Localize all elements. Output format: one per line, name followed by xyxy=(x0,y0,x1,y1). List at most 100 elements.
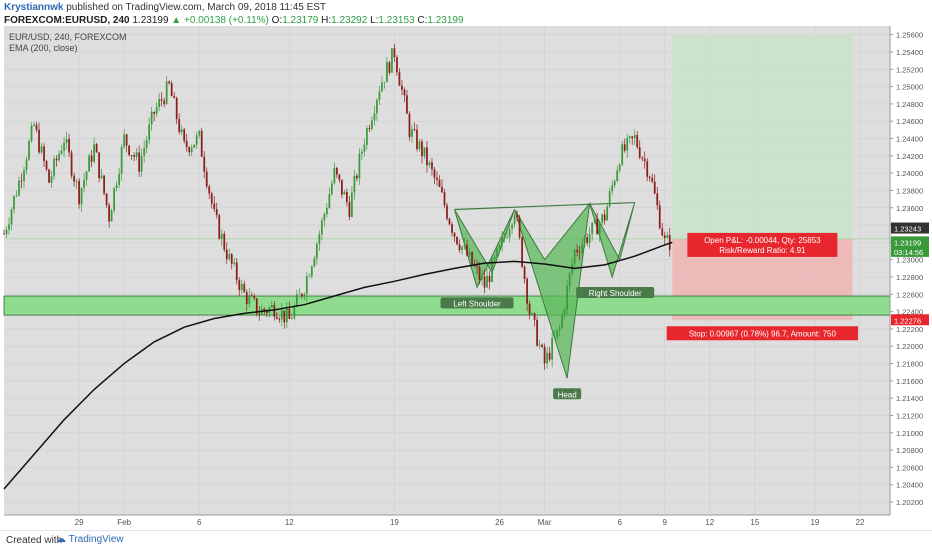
candle-body xyxy=(423,147,426,157)
candle-body xyxy=(491,259,493,282)
candle-body xyxy=(551,338,553,360)
candle-body xyxy=(163,100,166,104)
symbol-ohlc-line: FOREXCOM:EURUSD, 240 1.23199 ▲ +0.00138 … xyxy=(4,14,464,27)
candle-body xyxy=(238,280,241,290)
candle-body xyxy=(498,245,501,249)
candle-body xyxy=(456,236,458,245)
candle-body xyxy=(646,161,649,177)
candle-body xyxy=(55,158,58,161)
tradingview-logo[interactable]: ☁ TradingView xyxy=(56,534,124,545)
y-tick-label: 1.22400 xyxy=(896,308,923,317)
candle-body xyxy=(556,329,559,338)
candle-body xyxy=(300,293,303,297)
candle-body xyxy=(165,81,168,104)
high-label: H: xyxy=(321,15,332,26)
candle-body xyxy=(438,179,441,187)
x-tick-label: 22 xyxy=(856,518,865,527)
candle-body xyxy=(606,206,609,221)
time-axis: 29 Feb 6 12 19 26 Mar 6 9 12 15 19 22 xyxy=(0,514,932,530)
candle-body xyxy=(30,125,33,142)
low-label: L: xyxy=(370,15,379,26)
candle-body xyxy=(245,292,248,305)
candle-body xyxy=(8,224,10,230)
candle-body xyxy=(361,151,363,154)
candle-body xyxy=(531,313,533,315)
price-chart[interactable]: Left Shoulder Head Right Shoulder Open P&L:… xyxy=(0,26,932,530)
candle-body xyxy=(398,72,401,86)
candle-body xyxy=(448,218,451,225)
candle-body xyxy=(18,180,20,196)
y-tick-label: 1.21600 xyxy=(896,377,923,386)
candle-body xyxy=(538,344,541,346)
y-tick-label: 1.20600 xyxy=(896,463,923,472)
price-change: ▲ +0.00138 (+0.11%) xyxy=(171,15,269,26)
y-tick-label: 1.20400 xyxy=(896,481,923,490)
neckline xyxy=(454,201,635,211)
x-tick-label: Feb xyxy=(117,518,131,527)
candle-body xyxy=(223,233,226,250)
right-shoulder-label: Right Shoulder xyxy=(589,289,642,298)
candle-body xyxy=(43,146,45,162)
candle-body xyxy=(335,167,338,175)
candle-body xyxy=(428,162,431,166)
candle-body xyxy=(298,293,301,295)
candle-body xyxy=(293,306,296,319)
candle-body xyxy=(483,276,486,288)
candle-body xyxy=(88,155,90,172)
candle-body xyxy=(133,155,136,157)
candle-body xyxy=(626,137,629,151)
candle-body xyxy=(616,170,619,182)
candle-body xyxy=(103,175,105,194)
candle-body xyxy=(248,295,251,305)
candle-body xyxy=(378,91,381,101)
created-with-text: Created with xyxy=(6,535,63,546)
candle-body xyxy=(258,313,261,315)
y-tick-label: 1.23800 xyxy=(896,186,923,195)
candle-body xyxy=(323,214,326,221)
candle-body xyxy=(105,193,108,206)
author-link[interactable]: Krystiannwk xyxy=(4,2,64,13)
head-label: Head xyxy=(558,390,577,399)
candle-body xyxy=(33,124,35,126)
candle-body xyxy=(123,134,126,147)
candle-body xyxy=(3,233,5,235)
y-tick-label: 1.22800 xyxy=(896,273,923,282)
candle-body xyxy=(406,95,408,114)
candle-body xyxy=(145,140,148,148)
candle-body xyxy=(496,248,498,258)
candle-body xyxy=(516,214,518,218)
x-tick-label: 15 xyxy=(750,518,759,527)
candle-body xyxy=(125,134,128,146)
x-tick-label: 19 xyxy=(810,518,819,527)
candle-body xyxy=(173,96,176,99)
candle-body xyxy=(371,120,373,129)
candle-body xyxy=(295,294,298,307)
candle-body xyxy=(48,169,50,183)
candle-body xyxy=(75,180,78,182)
candle-body xyxy=(548,352,551,360)
candle-body xyxy=(401,85,403,90)
candle-body xyxy=(376,100,378,114)
x-tick-label: 19 xyxy=(390,518,399,527)
y-tick-label: 1.23600 xyxy=(896,204,923,213)
candle-body xyxy=(203,156,206,172)
candle-body xyxy=(228,254,231,259)
x-tick-label: 12 xyxy=(705,518,714,527)
candle-body xyxy=(348,202,351,217)
candle-body xyxy=(185,140,188,148)
published-text: published on TradingView.com, March 09, … xyxy=(66,2,327,13)
cloud-icon: ☁ xyxy=(56,534,66,545)
candle-body xyxy=(641,157,644,159)
candle-body xyxy=(533,313,536,320)
open-label: O: xyxy=(271,15,283,26)
candle-body xyxy=(115,184,118,189)
candle-body xyxy=(656,193,659,206)
candle-body xyxy=(388,62,391,73)
y-tick-label: 1.25000 xyxy=(896,83,923,92)
left-shoulder-label-bg xyxy=(440,297,514,309)
candle-body xyxy=(381,82,383,92)
candle-body xyxy=(441,186,443,193)
candle-body xyxy=(100,175,103,179)
last-price-badge: 1.23199 xyxy=(894,238,921,247)
candle-body xyxy=(546,352,548,364)
